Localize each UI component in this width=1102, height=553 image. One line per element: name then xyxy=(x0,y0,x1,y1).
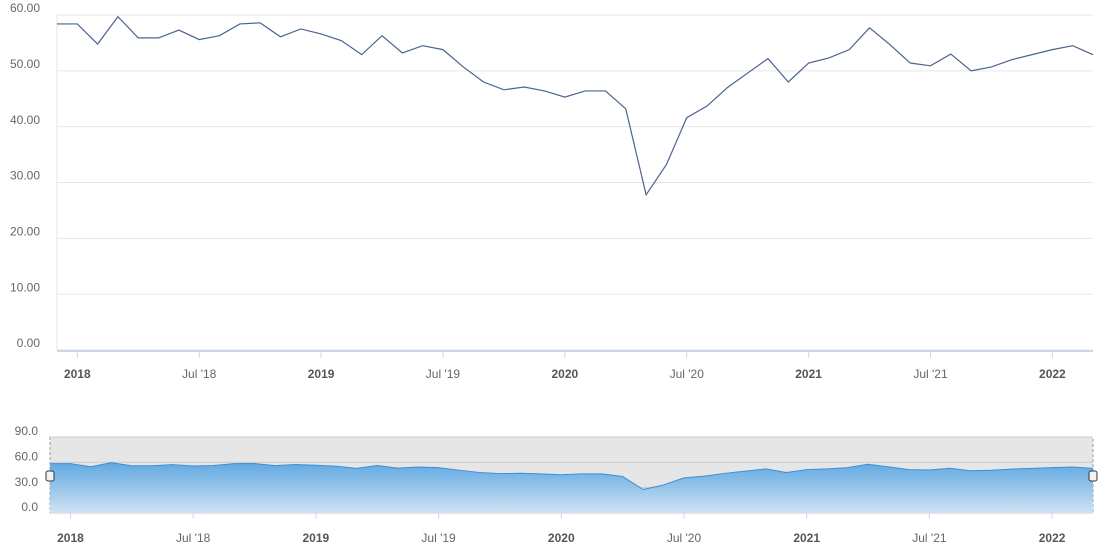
navigator-x-tick-label: Jul '19 xyxy=(421,531,456,545)
y-tick-label: 50.00 xyxy=(10,57,40,71)
y-tick-label: 30.00 xyxy=(10,169,40,183)
navigator-x-tick-label: 2020 xyxy=(548,531,575,545)
navigator-x-tick-label: 2019 xyxy=(303,531,330,545)
x-tick-label: Jul '19 xyxy=(426,367,461,381)
x-tick-label: 2019 xyxy=(308,367,335,381)
navigator-handle[interactable] xyxy=(45,470,55,482)
navigator-line xyxy=(50,462,1094,491)
navigator-x-tick-label: 2022 xyxy=(1039,531,1066,545)
x-tick-label: 2022 xyxy=(1039,367,1066,381)
navigator-x-tick-label: Jul '21 xyxy=(912,531,947,545)
x-tick-label: Jul '21 xyxy=(913,367,948,381)
navigator-y-tick-label: 0.0 xyxy=(21,500,38,514)
navigator-y-tick-label: 90.0 xyxy=(15,424,39,438)
navigator-y-tick-label: 30.0 xyxy=(15,475,39,489)
x-tick-label: 2018 xyxy=(64,367,91,381)
navigator-y-tick-label: 60.0 xyxy=(15,450,39,464)
y-tick-label: 60.00 xyxy=(10,1,40,15)
navigator-x-tick-label: 2021 xyxy=(793,531,820,545)
navigator-x-tick-label: 2018 xyxy=(57,531,84,545)
navigator-area xyxy=(50,462,1093,513)
navigator-x-tick-label: Jul '20 xyxy=(667,531,702,545)
line xyxy=(57,15,1094,197)
y-tick-label: 40.00 xyxy=(10,113,40,127)
y-tick-label: 10.00 xyxy=(10,280,40,294)
y-tick-label: 0.00 xyxy=(17,336,41,350)
navigator-handle[interactable] xyxy=(1088,470,1098,482)
x-tick-label: Jul '18 xyxy=(182,367,217,381)
navigator-x-tick-label: Jul '18 xyxy=(176,531,211,545)
x-tick-label: Jul '20 xyxy=(670,367,705,381)
x-tick-label: 2020 xyxy=(551,367,578,381)
y-tick-label: 20.00 xyxy=(10,225,40,239)
x-tick-label: 2021 xyxy=(795,367,822,381)
